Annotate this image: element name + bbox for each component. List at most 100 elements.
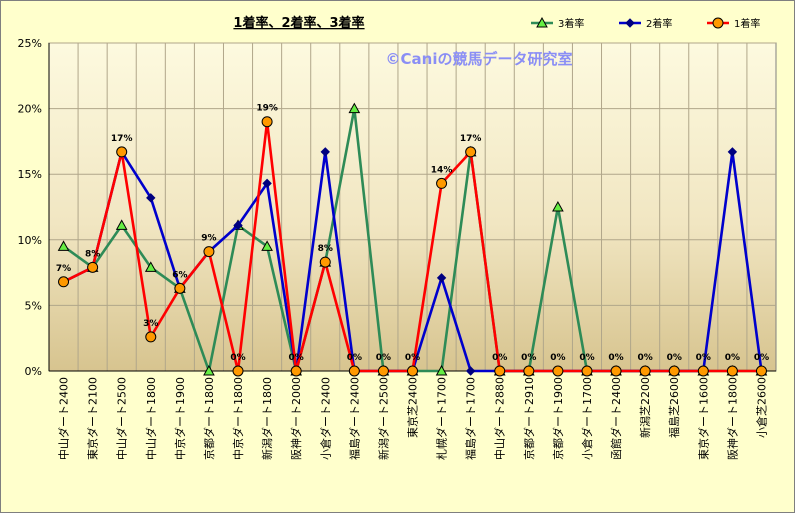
x-tick-label: 函館ダート2400: [609, 377, 623, 460]
data-point: [639, 365, 651, 377]
data-point: [552, 365, 564, 377]
x-tick-label: 札幌ダート1700: [435, 377, 449, 460]
data-label: 0%: [667, 353, 682, 363]
legend-label: 1着率: [734, 17, 760, 30]
data-point: [232, 365, 244, 377]
y-tick-label: 15%: [18, 168, 42, 181]
legend-marker: [625, 18, 635, 28]
legend-item: 1着率: [707, 17, 760, 30]
x-tick-label: 新潟芝2200: [638, 377, 652, 438]
data-point: [261, 240, 273, 251]
x-tick-label: 京都ダート1900: [551, 377, 565, 460]
x-tick-label: 中山ダート1800: [144, 377, 158, 460]
x-tick-label: 小倉ダート1700: [580, 377, 594, 460]
data-point: [436, 273, 447, 283]
data-label: 0%: [289, 353, 304, 363]
y-tick-label: 20%: [18, 103, 42, 116]
chart-title: 1着率、2着率、3着率: [233, 15, 364, 31]
y-tick-label: 5%: [25, 299, 42, 312]
data-point: [377, 365, 389, 377]
data-point: [146, 193, 156, 203]
y-tick-label: 10%: [18, 234, 42, 247]
series-layer: [57, 102, 768, 377]
data-label: 17%: [111, 134, 133, 144]
x-tick-label: 新潟ダート1800: [260, 377, 274, 460]
x-tick-label: 東京ダート2100: [86, 377, 100, 460]
data-label: 0%: [579, 353, 594, 363]
data-label: 0%: [696, 353, 711, 363]
data-point: [610, 365, 622, 377]
data-label: 0%: [608, 353, 623, 363]
data-point: [348, 102, 361, 114]
data-label: 9%: [201, 234, 216, 244]
data-point: [755, 365, 767, 377]
legend: 3着率 2着率 1着率: [531, 16, 760, 30]
legend-marker: [536, 16, 548, 28]
x-tick-label: 東京芝2400: [406, 377, 420, 438]
x-tick-label: 中山ダート2400: [57, 377, 71, 460]
x-tick-label: 小倉芝2600: [754, 377, 768, 438]
data-label: 0%: [405, 353, 420, 363]
data-point: [261, 116, 273, 128]
data-point: [57, 240, 70, 251]
x-tick-label: 阪神ダート1800: [725, 377, 739, 460]
data-point: [203, 364, 215, 376]
data-label: 0%: [492, 353, 507, 363]
data-point: [436, 177, 448, 189]
y-axis-ticks: 0% 5% 10% 15% 20% 25%: [18, 37, 42, 378]
data-point: [116, 146, 128, 158]
data-label: 8%: [318, 244, 333, 254]
legend-item: 2着率: [619, 17, 672, 30]
data-label: 0%: [521, 353, 536, 363]
data-point: [290, 365, 302, 377]
legend-label: 2着率: [646, 17, 672, 30]
data-label: 0%: [347, 353, 362, 363]
x-tick-label: 中京ダート1800: [231, 377, 245, 460]
data-label: 17%: [460, 134, 482, 144]
y-tick-label: 25%: [18, 37, 42, 50]
data-point: [668, 365, 680, 377]
x-tick-label: 京都ダート1800: [202, 377, 216, 460]
data-point: [203, 246, 215, 258]
data-point: [523, 365, 535, 377]
legend-marker: [712, 17, 724, 29]
x-tick-label: 中山ダート2880: [493, 377, 507, 460]
series-3: [58, 116, 767, 377]
data-label: 0%: [550, 353, 565, 363]
x-tick-label: 阪神ダート2000: [289, 377, 303, 460]
data-point: [407, 365, 418, 377]
data-point: [348, 365, 360, 377]
data-point: [115, 219, 128, 230]
legend-label: 3着率: [558, 17, 584, 30]
data-point: [233, 220, 243, 231]
watermark: ©Caniの競馬データ研究室: [386, 50, 573, 68]
data-point: [465, 146, 477, 158]
data-label: 0%: [637, 353, 652, 363]
data-point: [319, 256, 331, 268]
x-tick-label: 中山ダート2500: [115, 377, 129, 460]
plot-area: [48, 42, 777, 372]
x-tick-label: 福島芝2600: [667, 377, 681, 438]
data-label: 3%: [143, 319, 158, 329]
data-point: [465, 366, 476, 376]
data-point: [581, 365, 593, 377]
data-label: 0%: [376, 353, 391, 363]
data-point: [174, 282, 186, 294]
data-label: 6%: [172, 270, 187, 280]
x-tick-label: 小倉ダート2400: [318, 377, 332, 460]
data-labels: 7% 8% 17% 3% 6% 9% 0% 19% 0% 8% 0% 0% 0% 14% 17% 0% 0% 0%…: [56, 104, 769, 363]
y-tick-label: 0%: [25, 365, 42, 378]
data-point: [726, 365, 738, 377]
data-label: 19%: [256, 104, 278, 114]
data-label: 8%: [85, 249, 100, 259]
data-point: [87, 261, 99, 273]
data-point: [320, 147, 330, 157]
data-point: [697, 365, 709, 377]
data-point: [144, 261, 157, 272]
data-label: 0%: [230, 353, 245, 363]
data-point: [262, 178, 272, 189]
data-point: [435, 364, 448, 376]
x-axis-ticks: 中山ダート2400 東京ダート2100 中山ダート2500 中山ダート1800 中京ダー…: [57, 377, 769, 460]
